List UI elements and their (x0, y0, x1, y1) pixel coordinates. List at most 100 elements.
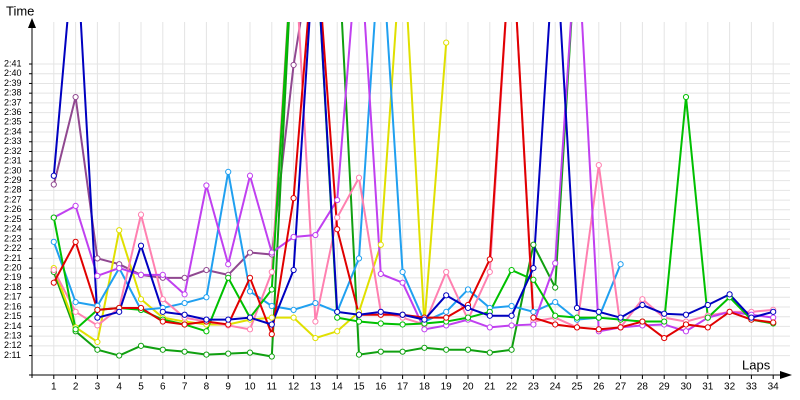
data-point (334, 328, 341, 335)
data-point (421, 316, 428, 323)
data-point (595, 314, 602, 321)
data-point (508, 302, 515, 310)
data-point (290, 306, 297, 313)
data-point (137, 342, 145, 349)
y-tick-label: 2:20 (4, 262, 22, 272)
data-point (530, 264, 537, 272)
x-tick-label: 22 (506, 382, 518, 393)
data-point (246, 349, 254, 356)
data-point (181, 348, 188, 355)
data-point (770, 308, 777, 315)
data-point (377, 320, 384, 327)
y-tick-label: 2:37 (4, 97, 22, 107)
x-tick-label: 19 (441, 382, 453, 393)
data-point (443, 39, 450, 46)
data-point (595, 161, 602, 169)
data-point (159, 296, 166, 303)
data-point (639, 318, 646, 325)
data-point (225, 168, 232, 175)
y-tick-label: 2:33 (4, 136, 22, 146)
data-point (203, 351, 210, 358)
data-point (246, 274, 254, 281)
series-line (53, 22, 774, 333)
data-point (530, 241, 537, 248)
data-point (225, 316, 232, 323)
x-tick-label: 5 (138, 382, 144, 393)
x-tick-label: 31 (702, 382, 714, 393)
series-line (52, 22, 774, 326)
x-tick-label: 14 (332, 382, 344, 393)
data-point (530, 276, 537, 283)
x-tick-label: 6 (160, 382, 166, 393)
data-point (334, 214, 341, 221)
data-point (50, 181, 57, 188)
data-point (704, 314, 711, 321)
y-tick-label: 2:27 (4, 194, 22, 204)
y-tick-label: 2:14 (4, 321, 22, 331)
y-tick-label: 2:40 (4, 68, 22, 78)
data-point (443, 346, 450, 353)
y-tick-label: 2:19 (4, 272, 22, 282)
y-tick-label: 2:13 (4, 331, 22, 341)
data-point (137, 296, 145, 303)
data-point (116, 308, 123, 315)
data-point (530, 308, 537, 315)
data-point (72, 202, 79, 210)
data-point (159, 271, 166, 279)
x-tick-label: 30 (680, 382, 692, 393)
data-point (421, 326, 428, 333)
x-tick-label: 34 (768, 382, 780, 393)
x-tick-label: 12 (288, 382, 300, 393)
data-point (508, 346, 515, 353)
data-point (268, 286, 275, 293)
data-point (552, 312, 559, 319)
y-tick-label: 2:28 (4, 185, 22, 195)
data-point (159, 308, 166, 315)
data-point (486, 349, 493, 356)
data-point (50, 266, 57, 274)
data-point (137, 304, 145, 312)
data-point (94, 314, 101, 321)
data-point (726, 308, 733, 315)
data-point (50, 238, 57, 245)
data-point (94, 346, 101, 353)
data-point (508, 312, 515, 319)
data-point (639, 301, 646, 309)
data-point (334, 196, 341, 204)
x-tick-label: 11 (267, 382, 278, 393)
data-point (464, 304, 472, 312)
y-tick-label: 2:41 (4, 58, 22, 68)
data-point (246, 326, 254, 333)
x-tick-label: 29 (659, 382, 671, 393)
data-point (464, 346, 472, 353)
data-point (661, 318, 668, 325)
data-point (595, 308, 602, 315)
data-point (290, 314, 297, 321)
data-point (748, 314, 755, 321)
data-point (203, 266, 210, 274)
data-point (617, 314, 624, 321)
data-point (661, 310, 668, 317)
data-point (399, 268, 406, 276)
data-point (399, 311, 406, 318)
data-point (552, 321, 559, 328)
x-tick-label: 10 (244, 382, 256, 393)
data-point (181, 291, 188, 298)
data-point (617, 324, 624, 331)
data-point (246, 288, 254, 295)
y-tick-label: 2:34 (4, 126, 22, 136)
x-tick-label: 20 (462, 382, 474, 393)
data-point (508, 266, 515, 274)
data-point (290, 61, 297, 69)
data-point (203, 294, 210, 301)
data-point (486, 324, 493, 331)
data-point (159, 318, 166, 325)
x-tick-label: 7 (182, 382, 188, 393)
data-point (486, 268, 493, 276)
data-point (137, 211, 145, 218)
x-tick-label: 21 (484, 382, 496, 393)
x-tick-label: 1 (51, 382, 57, 393)
data-point (72, 326, 79, 333)
x-tick-label: 28 (637, 382, 649, 393)
x-tick-label: 9 (225, 382, 231, 393)
